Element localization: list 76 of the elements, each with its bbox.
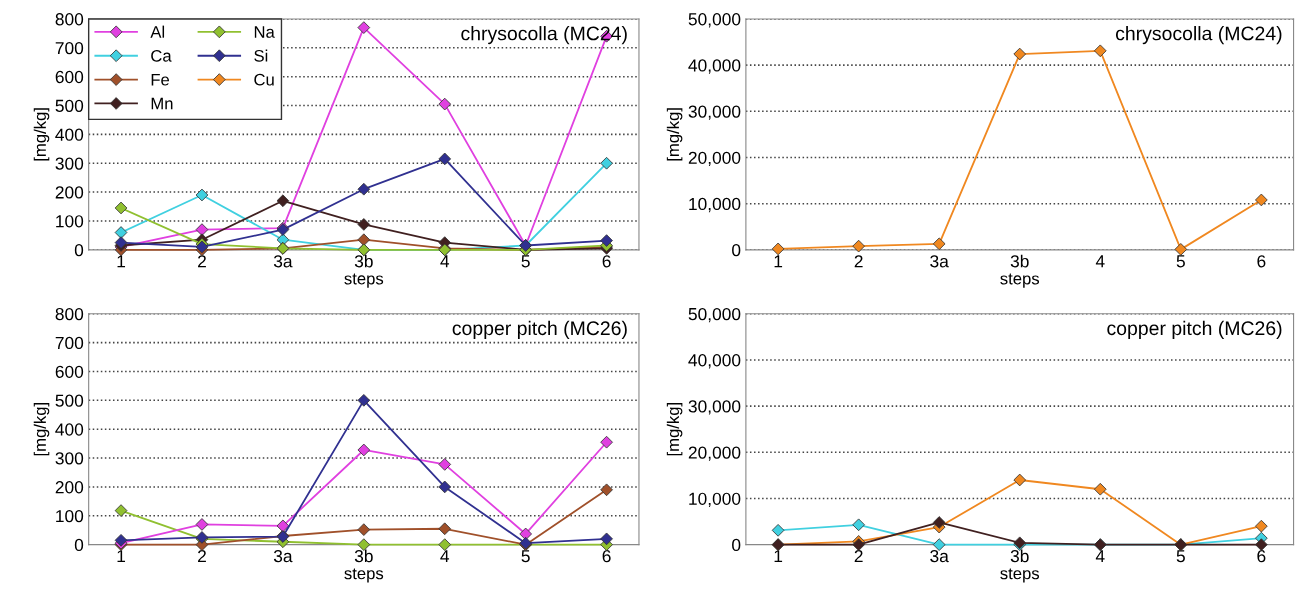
legend-label: Mn: [151, 97, 173, 110]
x-tick-label: 4: [440, 255, 450, 268]
x-axis-title: steps: [1000, 273, 1040, 288]
y-axis-title: [mg/kg]: [33, 108, 50, 161]
x-axis-title: steps: [344, 568, 384, 583]
x-tick-label: 3a: [930, 549, 949, 563]
y-tick-label: 700: [55, 336, 84, 350]
x-tick-label: 6: [602, 255, 611, 268]
x-tick-label: 5: [1176, 255, 1185, 268]
x-tick-label: 3a: [930, 255, 949, 268]
y-tick-label: 400: [55, 423, 84, 436]
y-tick-label: 40,000: [688, 59, 741, 74]
chart-title: copper pitch (MC26): [1107, 320, 1282, 339]
y-axis-title: [mg/kg]: [33, 403, 50, 456]
y-tick-label: 40,000: [688, 354, 741, 369]
y-tick-label: 200: [55, 186, 84, 199]
x-tick-label: 1: [117, 550, 126, 563]
legend-label: Na: [254, 26, 275, 38]
x-tick-label: 6: [602, 549, 611, 563]
y-tick-label: 50,000: [688, 307, 741, 323]
y-tick-label: 500: [55, 394, 84, 407]
y-tick-label: 30,000: [688, 105, 741, 120]
x-tick-label: 3b: [1010, 549, 1029, 563]
y-tick-label: 500: [55, 99, 84, 112]
y-tick-label: 200: [55, 481, 84, 494]
y-axis-title: [mg/kg]: [666, 403, 683, 456]
x-tick-label: 2: [854, 549, 863, 563]
x-tick-label: 3b: [354, 254, 373, 268]
y-tick-label: 10,000: [689, 492, 741, 507]
x-tick-label: 2: [198, 549, 206, 563]
x-tick-label: 2: [854, 255, 863, 268]
legend-label: Ca: [151, 49, 172, 62]
y-axis-title: [mg/kg]: [666, 108, 683, 161]
x-tick-label: 4: [1095, 255, 1105, 268]
y-tick-label: 0: [732, 538, 741, 552]
chart-title: chrysocolla (MC24): [1115, 26, 1282, 45]
y-tick-label: 700: [55, 41, 84, 55]
x-tick-label: 3a: [273, 549, 293, 563]
legend-label: Si: [254, 49, 268, 62]
x-axis-title: steps: [344, 273, 384, 288]
legend-label: Cu: [254, 73, 274, 86]
y-tick-label: 50,000: [688, 13, 741, 28]
y-tick-label: 0: [732, 243, 741, 257]
x-tick-label: 5: [521, 255, 530, 268]
x-tick-label: 2: [198, 255, 206, 268]
chart-title: copper pitch (MC26): [452, 320, 627, 339]
x-tick-label: 5: [1176, 550, 1185, 563]
y-tick-label: 0: [74, 243, 84, 257]
y-tick-label: 300: [55, 157, 84, 170]
y-tick-label: 30,000: [688, 400, 741, 415]
y-tick-label: 400: [55, 128, 84, 141]
x-tick-label: 3b: [1010, 254, 1029, 268]
x-tick-label: 3a: [273, 255, 293, 268]
x-tick-label: 6: [1257, 549, 1266, 563]
x-tick-label: 4: [440, 550, 450, 563]
x-tick-label: 1: [774, 550, 783, 563]
y-tick-label: 600: [55, 70, 84, 84]
y-tick-label: 600: [55, 365, 84, 378]
legend-label: Al: [150, 25, 165, 38]
y-tick-label: 20,000: [688, 151, 741, 166]
x-axis-title: steps: [1000, 568, 1040, 583]
x-tick-label: 6: [1257, 255, 1266, 268]
y-tick-label: 100: [56, 215, 84, 228]
y-tick-label: 300: [55, 452, 84, 465]
x-tick-label: 3b: [354, 549, 373, 563]
x-tick-label: 1: [117, 255, 126, 268]
y-tick-label: 800: [55, 13, 84, 26]
y-tick-label: 10,000: [689, 197, 741, 213]
x-tick-label: 5: [521, 550, 530, 563]
legend-label: Fe: [151, 73, 170, 86]
y-tick-label: 20,000: [688, 446, 741, 461]
x-tick-label: 4: [1095, 550, 1105, 563]
y-tick-label: 800: [55, 307, 84, 321]
y-tick-label: 100: [56, 509, 84, 523]
y-tick-label: 0: [74, 538, 84, 552]
x-tick-label: 1: [774, 255, 783, 268]
